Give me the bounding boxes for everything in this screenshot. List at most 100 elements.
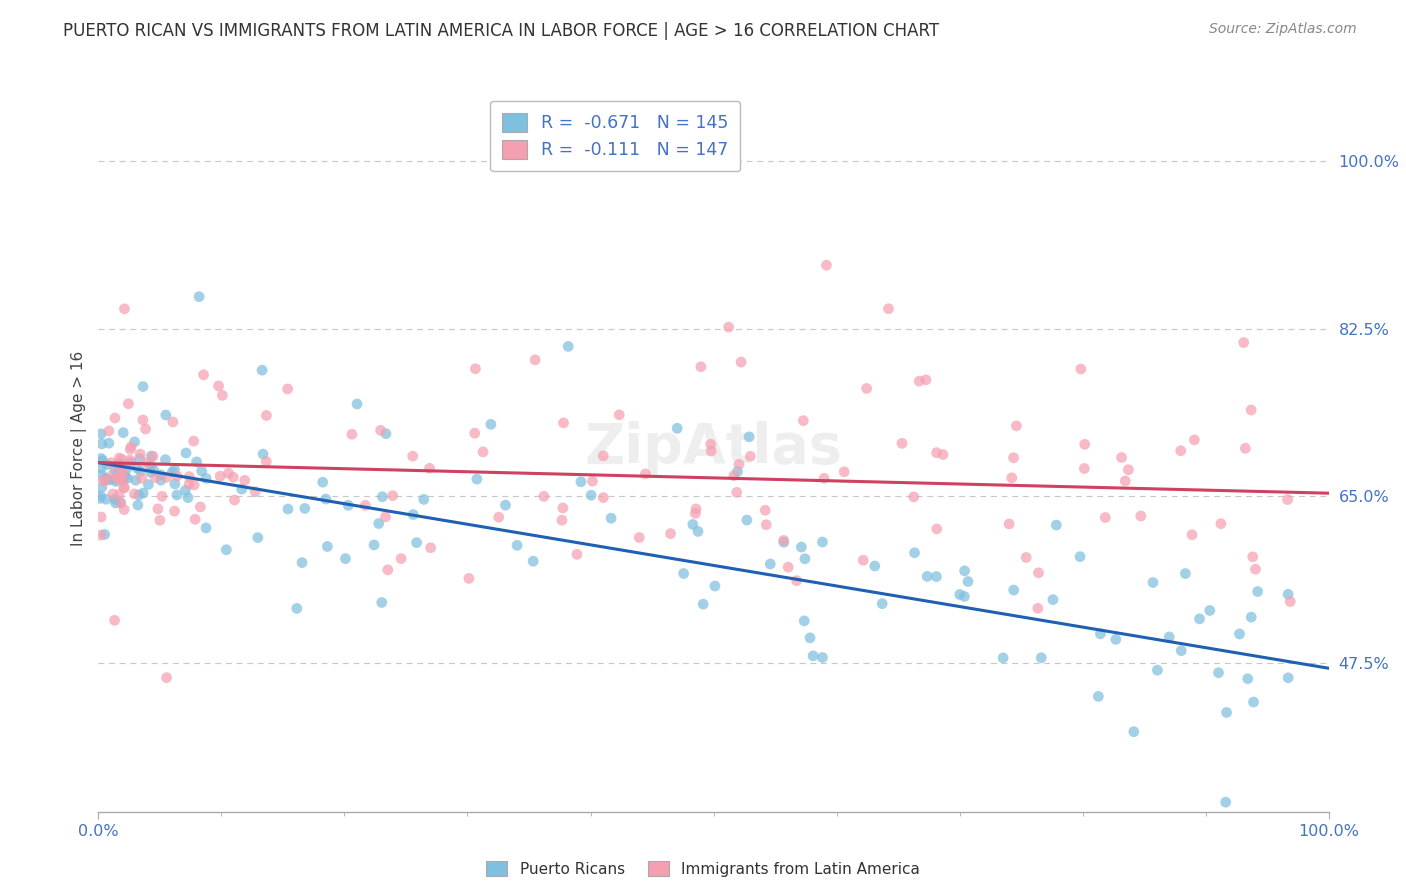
Point	[129, 447, 152, 461]
Point	[932, 448, 955, 462]
Point	[628, 531, 651, 545]
Point	[277, 382, 299, 396]
Point	[89, 491, 111, 506]
Point	[177, 491, 200, 505]
Point	[114, 301, 136, 316]
Point	[108, 456, 131, 470]
Point	[998, 516, 1021, 531]
Point	[335, 551, 357, 566]
Point	[759, 557, 782, 571]
Point	[340, 427, 363, 442]
Point	[90, 528, 112, 542]
Point	[128, 451, 150, 466]
Point	[112, 502, 135, 516]
Point	[1182, 433, 1205, 447]
Point	[128, 488, 150, 502]
Point	[149, 513, 172, 527]
Point	[682, 517, 704, 532]
Point	[832, 465, 855, 479]
Point	[506, 538, 529, 552]
Point	[903, 490, 925, 504]
Point	[381, 489, 404, 503]
Point	[1045, 518, 1067, 533]
Point	[111, 473, 134, 487]
Point	[592, 449, 614, 463]
Point	[458, 571, 481, 585]
Point	[557, 339, 579, 353]
Point	[127, 461, 149, 475]
Y-axis label: In Labor Force | Age > 16: In Labor Force | Age > 16	[72, 351, 87, 546]
Point	[405, 535, 427, 549]
Point	[163, 463, 186, 477]
Point	[374, 426, 396, 441]
Point	[231, 482, 253, 496]
Point	[217, 467, 239, 481]
Point	[211, 388, 233, 402]
Point	[659, 526, 682, 541]
Point	[772, 533, 794, 548]
Point	[96, 458, 118, 472]
Point	[115, 462, 138, 476]
Point	[1181, 528, 1204, 542]
Point	[1069, 549, 1091, 564]
Point	[815, 258, 838, 272]
Point	[117, 471, 139, 485]
Point	[1001, 471, 1024, 485]
Point	[374, 509, 396, 524]
Point	[104, 492, 127, 507]
Point	[179, 469, 201, 483]
Point	[163, 477, 186, 491]
Point	[524, 352, 547, 367]
Point	[685, 507, 707, 521]
Point	[108, 451, 131, 466]
Point	[132, 486, 155, 500]
Point	[786, 574, 808, 588]
Point	[315, 491, 337, 506]
Point	[246, 531, 269, 545]
Point	[915, 569, 938, 583]
Point	[925, 569, 948, 583]
Point	[1241, 549, 1264, 564]
Point	[418, 461, 440, 475]
Point	[925, 522, 948, 536]
Point	[1146, 663, 1168, 677]
Point	[686, 524, 709, 539]
Point	[1174, 566, 1197, 581]
Point	[903, 546, 925, 560]
Point	[90, 460, 112, 475]
Point	[367, 516, 389, 531]
Point	[790, 540, 813, 554]
Point	[755, 517, 778, 532]
Point	[277, 502, 299, 516]
Point	[103, 613, 125, 627]
Point	[183, 478, 205, 492]
Point	[692, 597, 714, 611]
Point	[956, 574, 979, 589]
Point	[124, 473, 146, 487]
Point	[370, 423, 392, 437]
Point	[1114, 474, 1136, 488]
Point	[312, 475, 335, 490]
Point	[108, 487, 131, 501]
Point	[124, 434, 146, 449]
Point	[579, 488, 602, 502]
Point	[1005, 418, 1028, 433]
Point	[488, 510, 510, 524]
Point	[551, 513, 574, 527]
Point	[316, 540, 339, 554]
Point	[1236, 672, 1258, 686]
Point	[209, 469, 232, 483]
Point	[1188, 612, 1211, 626]
Point	[101, 487, 124, 501]
Point	[224, 493, 246, 508]
Point	[877, 301, 900, 316]
Point	[166, 488, 188, 502]
Point	[813, 471, 835, 485]
Point	[90, 510, 112, 524]
Point	[377, 563, 399, 577]
Point	[93, 527, 115, 541]
Point	[870, 597, 893, 611]
Point	[778, 560, 800, 574]
Point	[792, 414, 814, 428]
Point	[110, 496, 132, 510]
